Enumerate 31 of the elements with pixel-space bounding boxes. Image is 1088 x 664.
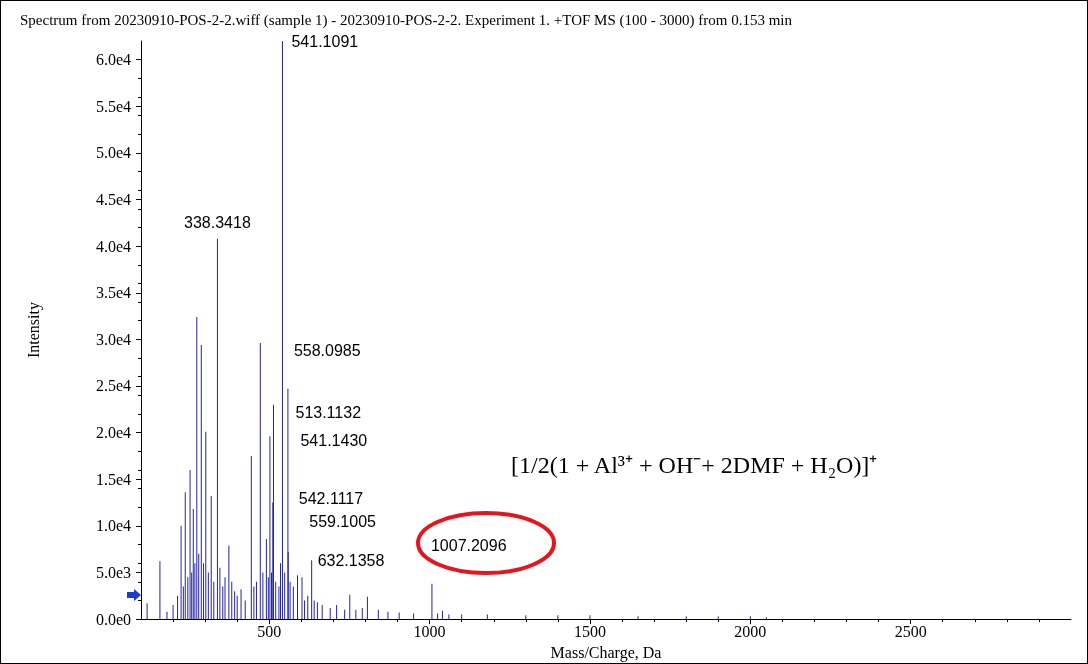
y-tick-label: 3.0e4 [95, 330, 131, 348]
y-tick-label: 0.0e0 [95, 610, 131, 628]
annotation: 513.1132 [295, 404, 362, 422]
x-tick-label: 2500 [894, 622, 927, 640]
annotation: 559.1005 [309, 513, 377, 531]
y-tick-label: 5.0e4 [95, 144, 131, 162]
annotation: [1/2(1 + Al³⁺ + OH⁻+ 2DMF + H₂O)]⁺ [511, 452, 878, 478]
annotation: 542.1117 [298, 490, 364, 508]
annotation: 632.1358 [317, 551, 385, 569]
y-tick-label: 2.5e4 [95, 377, 131, 395]
annotation: 558.0985 [293, 342, 361, 360]
x-tick-label: 1500 [573, 622, 606, 640]
chart-title: Spectrum from 20230910-POS-2-2.wiff (sample 1) - 20230910-POS-2-2. Experiment 1. +TOF MS (100 - 3000) from 0.153 min [20, 11, 793, 29]
y-tick-label: 2.0e4 [95, 424, 131, 442]
y-tick-label: 4.5e4 [95, 191, 131, 209]
y-tick-label: 6.0e4 [95, 51, 131, 69]
annotation: 1007.2096 [430, 537, 507, 555]
x-tick-label: 500 [257, 622, 282, 640]
annotation: 541.1430 [300, 432, 368, 450]
y-tick-label: 5.5e4 [95, 97, 131, 115]
x-tick-label: 1000 [413, 622, 446, 640]
y-tick-label: 3.5e4 [95, 284, 131, 302]
annotation: 338.3418 [184, 214, 251, 232]
y-axis-title: Intensity [24, 302, 43, 359]
x-tick-label: 2000 [734, 622, 767, 640]
y-tick-label: 5.0e3 [95, 563, 131, 581]
y-tick-label: 1.0e4 [95, 517, 131, 535]
y-tick-label: 1.5e4 [95, 470, 131, 488]
y-tick-label: 4.0e4 [95, 237, 131, 255]
annotation: 541.1091 [291, 32, 359, 50]
x-axis-title: Mass/Charge, Da [550, 643, 662, 662]
